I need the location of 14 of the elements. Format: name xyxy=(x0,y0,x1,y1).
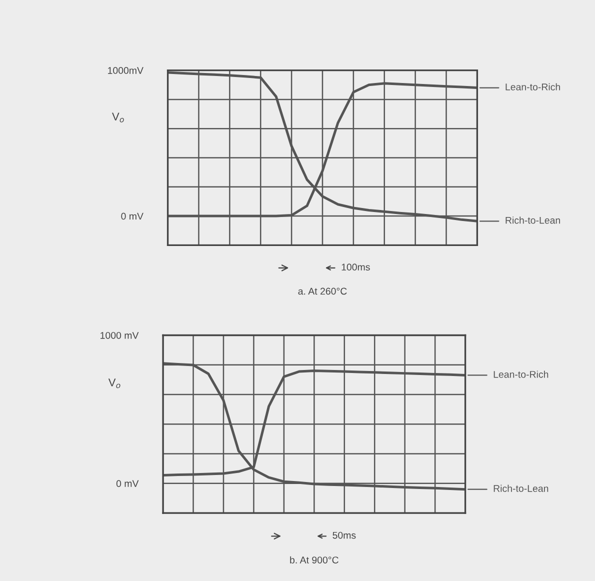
y-tick-label: 1000mV xyxy=(108,67,144,74)
legend-label: Rich-to-Lean xyxy=(494,484,548,492)
text: b. At 900°C xyxy=(290,556,338,564)
y-tick-label: 0 mV xyxy=(121,212,144,220)
text: 50ms xyxy=(332,532,356,539)
y-tick-label: 0 mV xyxy=(116,480,139,488)
legend-label: Rich-to-Lean xyxy=(506,216,560,224)
text: a. At 260°C xyxy=(298,288,347,295)
legend-label: Lean-to-Rich xyxy=(494,370,548,378)
y-axis-title: V$_{o}$ xyxy=(108,378,120,388)
text: 100ms xyxy=(342,264,370,271)
legend-label: Lean-to-Rich xyxy=(506,83,560,90)
y-tick-label: 1000 mV xyxy=(100,332,139,339)
y-axis-title: V$_{o}$ xyxy=(112,112,124,122)
